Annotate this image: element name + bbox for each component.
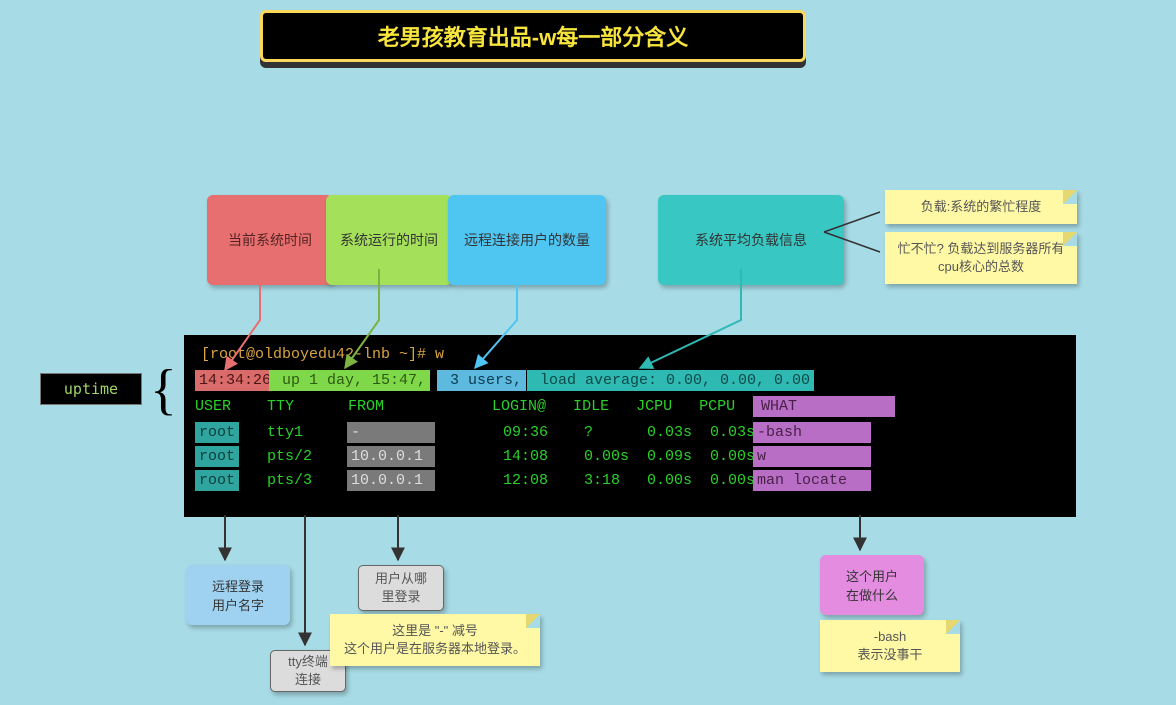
seg-up: up 1 day, 15:47, bbox=[269, 370, 430, 391]
row-mid-2: 12:08 3:18 0.00s 0.00s bbox=[503, 472, 755, 489]
cell-tty-1: pts/2 bbox=[267, 448, 312, 465]
cell-what-1: w bbox=[753, 446, 871, 467]
seg-time: 14:34:26 bbox=[195, 370, 275, 391]
note-from-dash: 这里是 "-" 减号 这个用户是在服务器本地登录。 bbox=[330, 614, 540, 666]
row-mid-1: 14:08 0.00s 0.09s 0.00s bbox=[503, 448, 755, 465]
brace-icon: { bbox=[150, 362, 177, 418]
cell-tty-2: pts/3 bbox=[267, 472, 312, 489]
cell-from-0: - bbox=[347, 422, 435, 443]
cell-what-0: -bash bbox=[753, 422, 871, 443]
title-text: 老男孩教育出品-w每一部分含义 bbox=[378, 20, 688, 52]
seg-users: 3 users, bbox=[437, 370, 526, 391]
uptime-word: uptime bbox=[40, 373, 142, 405]
label-user-col: 远程登录 用户名字 bbox=[186, 565, 290, 625]
cell-user-1: root bbox=[195, 446, 239, 467]
term-header-what: WHAT bbox=[753, 396, 895, 417]
cell-user-2: root bbox=[195, 470, 239, 491]
diagram-root: 老男孩教育出品-w每一部分含义 当前系统时间 系统运行的时间 远程连接用户的数量… bbox=[0, 0, 1176, 705]
label-system-uptime: 系统运行的时间 bbox=[326, 195, 452, 285]
term-header: USER TTY FROM LOGIN@ IDLE JCPU PCPU bbox=[195, 398, 744, 415]
label-what-col: 这个用户 在做什么 bbox=[820, 555, 924, 615]
note-load-desc: 负载:系统的繁忙程度 bbox=[885, 190, 1077, 224]
cell-user-0: root bbox=[195, 422, 239, 443]
label-load-avg: 系统平均负载信息 bbox=[658, 195, 844, 285]
seg-load: load average: 0.00, 0.00, 0.00 bbox=[527, 370, 814, 391]
cell-from-1: 10.0.0.1 bbox=[347, 446, 435, 467]
terminal: [root@oldboyedu42-lnb ~]# w 14:34:26 up … bbox=[184, 335, 1076, 517]
term-prompt: [root@oldboyedu42-lnb ~]# w bbox=[201, 346, 444, 363]
cell-from-2: 10.0.0.1 bbox=[347, 470, 435, 491]
note-bash: -bash 表示没事干 bbox=[820, 620, 960, 672]
label-from-col: 用户从哪 里登录 bbox=[358, 565, 444, 611]
note-load-busy: 忙不忙? 负载达到服务器所有cpu核心的总数 bbox=[885, 232, 1077, 284]
label-remote-users: 远程连接用户的数量 bbox=[448, 195, 606, 285]
title-bar: 老男孩教育出品-w每一部分含义 bbox=[260, 10, 806, 62]
cell-tty-0: tty1 bbox=[267, 424, 303, 441]
cell-what-2: man locate bbox=[753, 470, 871, 491]
row-mid-0: 09:36 ? 0.03s 0.03s bbox=[503, 424, 755, 441]
label-current-time: 当前系统时间 bbox=[207, 195, 333, 285]
